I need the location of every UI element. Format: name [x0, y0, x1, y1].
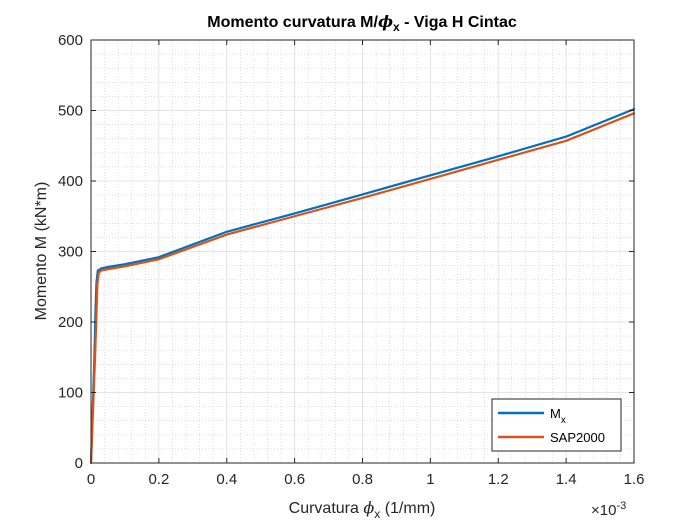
- x-tick-label: 0.8: [352, 471, 373, 488]
- y-tick-label: 500: [58, 103, 83, 120]
- chart-title-phi: ϕ: [378, 12, 393, 31]
- ticks-layer: 0 0.2 0.4 0.6 0.8 1 1.2 1.4 1.6 0 100 200 300 400 500 6…: [58, 32, 644, 488]
- y-tick-label: 400: [58, 173, 83, 190]
- x-tick-label: 0: [87, 471, 95, 488]
- x-tick-label: 1.4: [556, 471, 577, 488]
- y-tick-label: 200: [58, 314, 83, 331]
- legend-label-mx-sub: x: [561, 415, 566, 426]
- x-axis-label-main: Curvatura: [289, 500, 364, 517]
- y-tick-label: 300: [58, 244, 83, 261]
- chart-title-main: Momento curvatura M/: [207, 14, 378, 31]
- x-axis-exponent-power: -3: [616, 500, 626, 512]
- x-tick-label: 1: [426, 471, 434, 488]
- chart-title: Momento curvatura M/ϕx - Viga H Cintac: [207, 12, 517, 34]
- chart-title-sub: x: [393, 20, 400, 34]
- series-layer: [89, 107, 636, 465]
- legend-box: [491, 398, 622, 452]
- x-axis-exponent: ×10-3: [591, 500, 626, 519]
- x-tick-label: 0.2: [148, 471, 169, 488]
- legend-label-mx: Mx: [550, 406, 566, 426]
- x-tick-label: 0.6: [284, 471, 305, 488]
- x-axis-label-phi: ϕ: [363, 498, 374, 517]
- x-axis-label-sub: x: [374, 507, 380, 521]
- legend: Mx SAP2000: [491, 398, 622, 452]
- minor-grid: [91, 40, 634, 463]
- x-axis-exponent-base: ×10: [591, 502, 616, 519]
- legend-label-sap2000: SAP2000: [550, 430, 605, 445]
- x-tick-label: 0.4: [216, 471, 237, 488]
- y-tick-label: 0: [75, 455, 83, 472]
- legend-label-mx-main: M: [550, 406, 561, 421]
- x-axis-label-rest: (1/mm): [380, 500, 435, 517]
- x-tick-label: 1.6: [624, 471, 645, 488]
- y-tick-label: 100: [58, 385, 83, 402]
- y-axis-label: Momento M (kN*m): [33, 182, 50, 321]
- y-tick-label: 600: [58, 32, 83, 49]
- chart-title-rest: - Viga H Cintac: [400, 14, 517, 31]
- x-tick-label: 1.2: [488, 471, 509, 488]
- series-line-sap2000: [89, 112, 636, 465]
- x-axis-label: Curvatura ϕx (1/mm): [289, 498, 436, 521]
